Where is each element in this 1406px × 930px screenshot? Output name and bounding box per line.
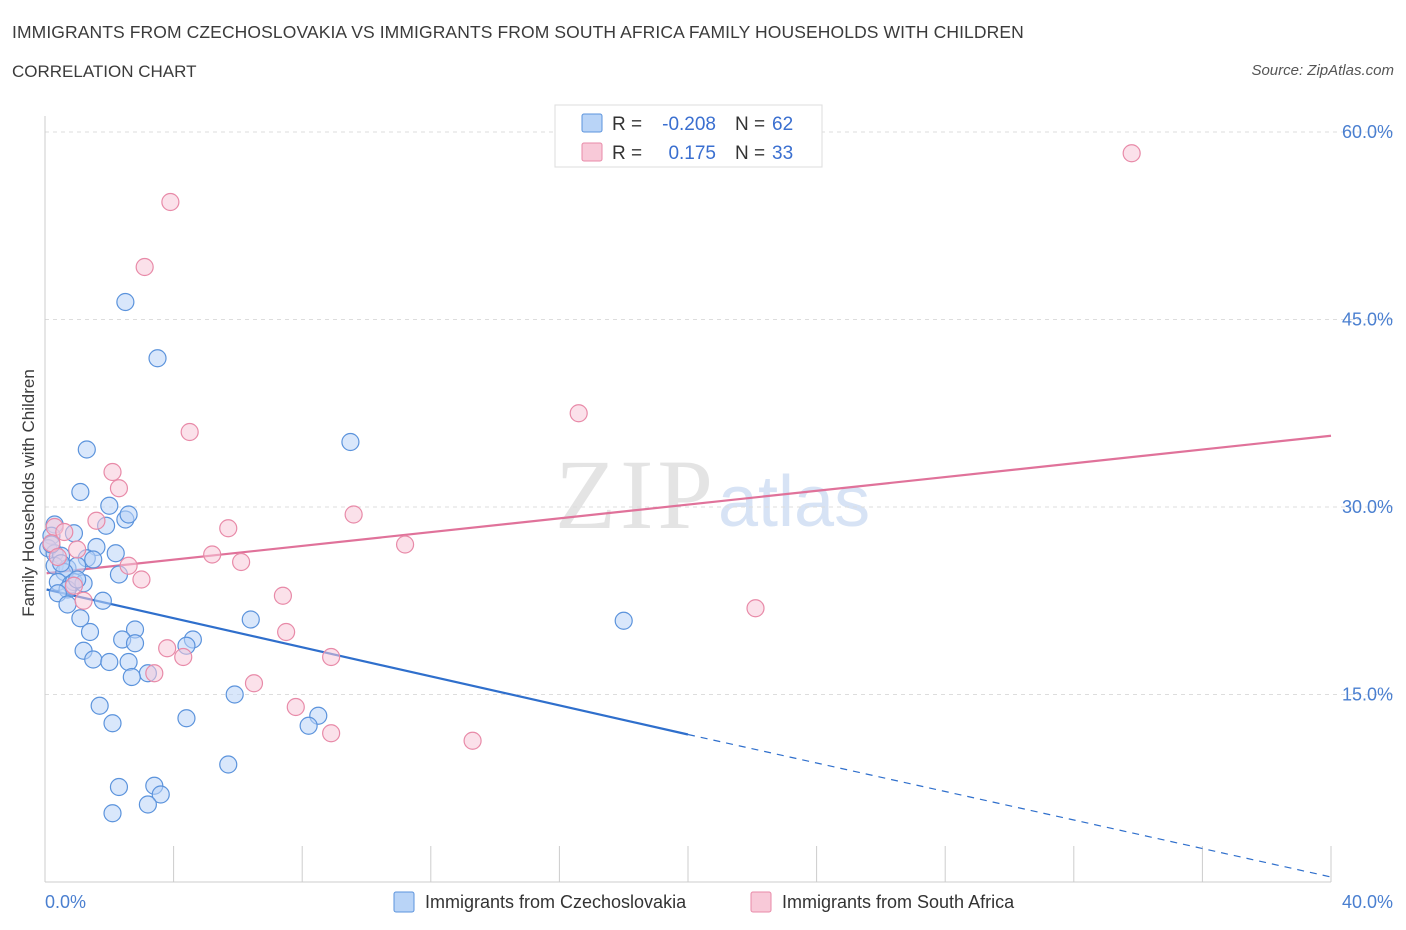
point-czech <box>103 804 122 823</box>
point-czech <box>71 482 90 502</box>
legend-label-czech[interactable]: Immigrants from Czechoslovakia <box>425 892 687 912</box>
trend-line-czech-extrapolated <box>687 733 1332 878</box>
point-czech <box>241 610 260 629</box>
stats-swatch-south-africa <box>581 142 603 162</box>
point-czech <box>138 795 157 814</box>
point-czech <box>148 349 167 368</box>
point-south-africa <box>344 505 363 524</box>
y-tick-label-45: 45.0% <box>1342 310 1393 330</box>
point-czech <box>106 544 125 563</box>
point-south-africa <box>277 622 296 642</box>
legend: Immigrants from Czechoslovakia Immigrant… <box>393 891 1015 913</box>
stats-r-label-south-africa: R = <box>612 143 642 164</box>
point-south-africa <box>48 547 67 567</box>
point-czech <box>100 652 119 672</box>
point-south-africa <box>746 599 765 618</box>
point-south-africa <box>1122 144 1141 163</box>
point-czech <box>125 634 145 653</box>
point-czech <box>219 755 238 774</box>
point-czech <box>225 685 244 704</box>
point-czech <box>93 591 112 610</box>
point-czech <box>80 622 100 642</box>
point-czech <box>614 611 633 630</box>
point-czech <box>58 595 77 614</box>
point-czech <box>103 714 122 733</box>
point-south-africa <box>219 519 238 538</box>
point-south-africa <box>119 556 138 575</box>
point-south-africa <box>132 570 151 589</box>
stats-swatch-czech <box>581 113 603 133</box>
stats-box: R = -0.208 N = 62 R = 0.175 N = 33 <box>554 104 823 168</box>
point-south-africa <box>232 552 251 572</box>
point-south-africa <box>395 535 415 554</box>
y-tick-label-15: 15.0% <box>1342 685 1393 705</box>
stats-r-value-south-africa: 0.175 <box>668 143 716 164</box>
point-south-africa <box>103 462 122 482</box>
point-czech <box>71 609 90 628</box>
point-czech <box>77 440 96 459</box>
point-south-africa <box>161 192 180 212</box>
point-south-africa <box>74 591 93 610</box>
stats-r-value-czech: -0.208 <box>662 114 716 135</box>
y-tick-label-30: 30.0% <box>1342 497 1393 517</box>
point-south-africa <box>64 576 84 595</box>
point-czech <box>100 496 119 515</box>
watermark-zip: ZIP <box>555 439 717 550</box>
data-points <box>39 144 1141 823</box>
point-czech <box>90 696 109 715</box>
point-czech <box>119 652 138 672</box>
legend-label-south-africa[interactable]: Immigrants from South Africa <box>782 892 1015 912</box>
stats-r-label-czech: R = <box>612 114 642 135</box>
x-tick-label-min: 0.0% <box>45 892 86 912</box>
point-south-africa <box>135 257 154 277</box>
point-south-africa <box>286 697 305 717</box>
point-south-africa <box>174 647 193 667</box>
chart-title: IMMIGRANTS FROM CZECHOSLOVAKIA VS IMMIGR… <box>12 22 1024 42</box>
chart-subtitle: CORRELATION CHART <box>12 62 197 81</box>
tick-labels: 15.0% 30.0% 45.0% 60.0% 0.0% 40.0% <box>45 122 1393 912</box>
point-south-africa <box>273 586 293 605</box>
stats-n-label-czech: N = <box>735 114 765 135</box>
point-czech <box>299 716 318 735</box>
point-south-africa <box>87 511 106 530</box>
point-south-africa <box>203 545 222 564</box>
point-south-africa <box>244 674 264 693</box>
stats-n-value-south-africa: 33 <box>772 143 793 164</box>
point-south-africa <box>109 479 129 498</box>
watermark-atlas: atlas <box>718 462 870 542</box>
x-tick-label-max: 40.0% <box>1342 892 1393 912</box>
trend-line-south-africa <box>46 434 1332 575</box>
point-czech <box>109 777 129 797</box>
point-czech <box>84 650 103 669</box>
point-czech <box>151 785 170 804</box>
point-south-africa <box>569 404 588 423</box>
point-czech <box>122 667 141 687</box>
point-czech <box>119 505 138 524</box>
trend-line-czech <box>46 588 689 736</box>
grid-lines <box>45 131 1395 695</box>
trend-lines <box>46 434 1332 878</box>
point-czech <box>177 709 196 728</box>
point-czech <box>84 550 103 569</box>
point-south-africa <box>463 731 482 750</box>
point-south-africa <box>180 422 199 442</box>
legend-swatch-czech[interactable] <box>393 891 415 913</box>
point-czech <box>341 432 360 452</box>
point-czech <box>116 292 135 312</box>
y-tick-label-60: 60.0% <box>1342 122 1393 142</box>
chart-source: Source: ZipAtlas.com <box>1251 62 1394 79</box>
point-south-africa <box>322 647 341 667</box>
stats-n-value-czech: 62 <box>772 114 793 135</box>
point-south-africa <box>68 540 87 559</box>
stats-n-label-south-africa: N = <box>735 143 765 164</box>
point-south-africa <box>145 664 164 683</box>
point-south-africa <box>322 724 341 743</box>
point-south-africa <box>55 522 74 542</box>
point-south-africa <box>158 639 177 658</box>
legend-swatch-south-africa[interactable] <box>750 891 772 913</box>
axes <box>44 116 1332 883</box>
y-axis-label: Family Households with Children <box>19 369 38 617</box>
